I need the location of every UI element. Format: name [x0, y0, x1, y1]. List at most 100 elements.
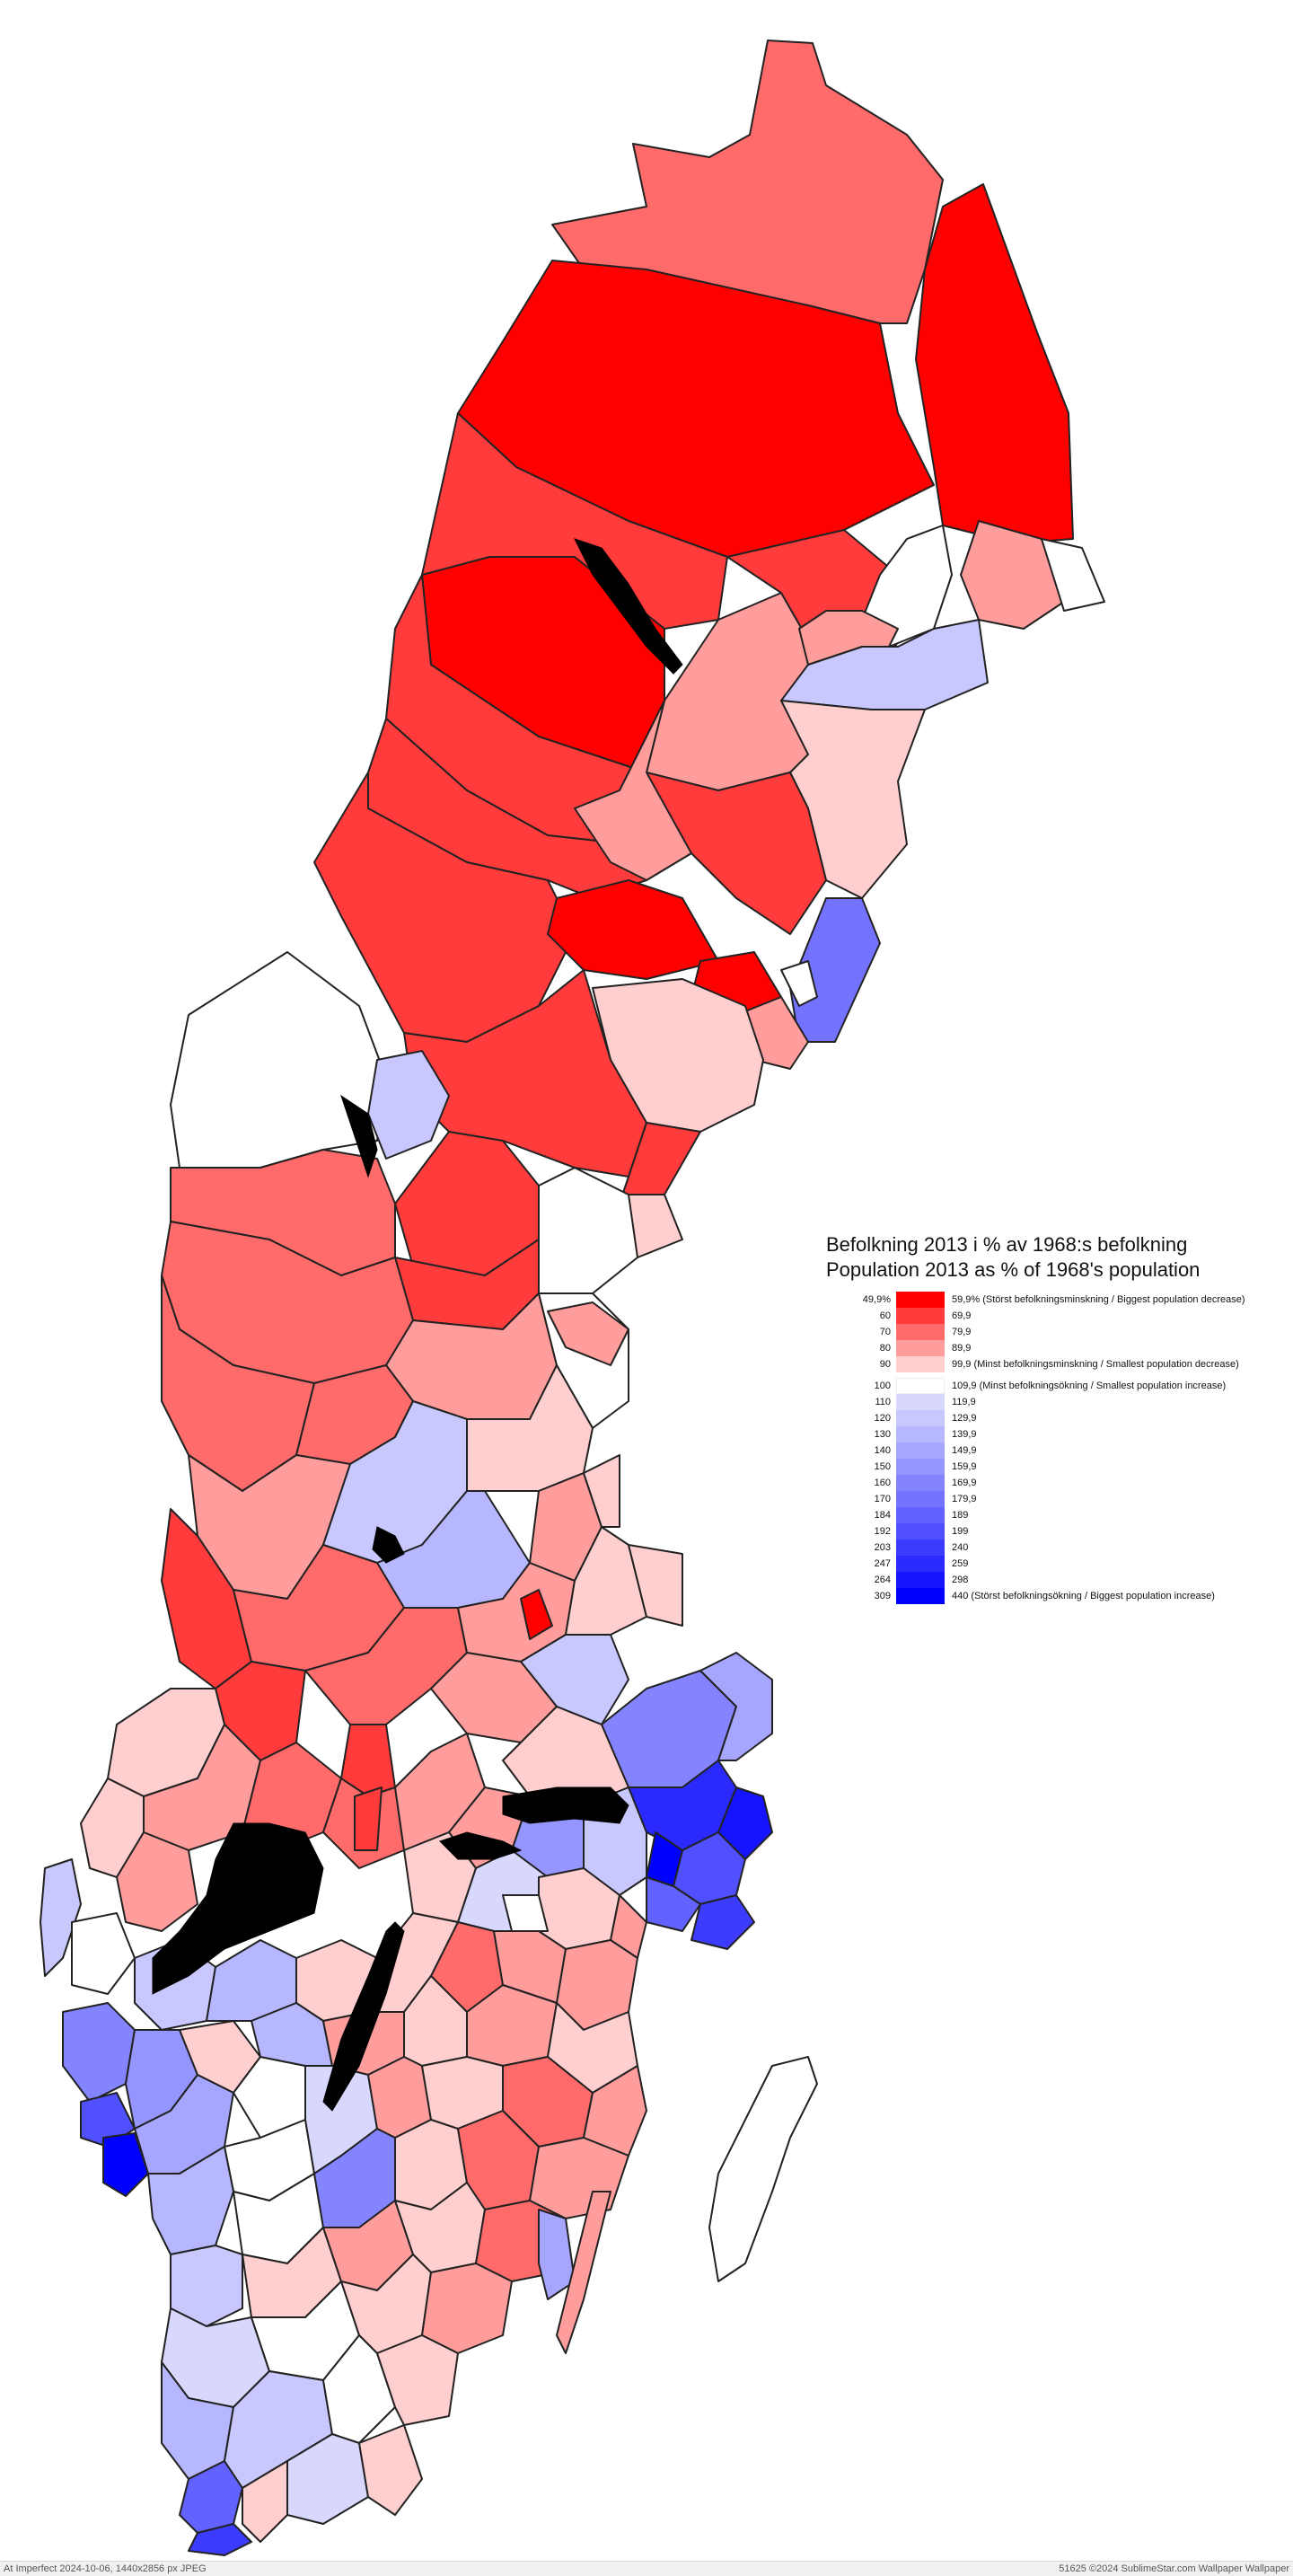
legend-row: 49,9% 59,9% (Störst befolkningsminskning … — [826, 1292, 1275, 1308]
legend-lower-bound: 120 — [874, 1413, 891, 1424]
legend-color-swatch — [896, 1292, 945, 1308]
legend-title-swedish: Befolkning 2013 i % av 1968:s befolkning — [826, 1233, 1188, 1256]
lake-vanern — [152, 1822, 324, 1995]
legend-upper-bound: 179,9 — [952, 1494, 977, 1504]
region-swe-6 — [583, 1454, 620, 1528]
region-mid-15 — [547, 1301, 629, 1366]
legend-upper-bound: 139,9 — [952, 1429, 977, 1440]
footer-bar: At Imperfect 2024-10-06, 1440x2856 px JP… — [0, 2561, 1293, 2576]
legend-color-swatch — [896, 1475, 945, 1491]
lake-torne-trask — [574, 538, 683, 675]
legend-lower-bound: 70 — [879, 1327, 891, 1337]
legend-upper-bound: 79,9 — [952, 1327, 972, 1337]
lake-vattern — [322, 1921, 405, 2112]
legend-upper-bound: 169,9 — [952, 1478, 977, 1488]
legend-lower-bound: 130 — [874, 1429, 891, 1440]
legend-color-swatch — [896, 1378, 945, 1394]
region-south-13 — [358, 2424, 423, 2516]
region-sv-8 — [502, 1894, 549, 1932]
region-got-19 — [538, 2209, 576, 2300]
region-west-11 — [102, 2132, 149, 2197]
legend-row: 264 298 — [826, 1572, 1275, 1588]
lake-malaren — [502, 1786, 629, 1824]
footer-left-text: At Imperfect 2024-10-06, 1440x2856 px JP… — [4, 2563, 207, 2574]
legend-row: 247 259 — [826, 1556, 1275, 1572]
region-west-9 — [62, 2002, 136, 2103]
legend-row: 70 79,9 — [826, 1324, 1275, 1340]
legend-row: 160 169,9 — [826, 1475, 1275, 1491]
region-swe-13 — [520, 1589, 553, 1640]
island-gotland — [708, 2056, 818, 2282]
legend-upper-bound: 69,9 — [952, 1310, 972, 1321]
legend-upper-bound: 109,9 (Minst befolkningsökning / Smalles… — [952, 1381, 1227, 1391]
legend-color-swatch — [896, 1324, 945, 1340]
region-got-7 — [583, 2065, 647, 2157]
region-mid-5 — [170, 951, 387, 1169]
legend-color-swatch — [896, 1556, 945, 1572]
region-mid-10 — [538, 1167, 638, 1294]
legend-upper-bound: 159,9 — [952, 1461, 977, 1472]
legend-upper-bound: 189 — [952, 1510, 969, 1521]
region-sthlm-2 — [699, 1652, 773, 1761]
region-west-3 — [116, 1831, 198, 1932]
legend-lower-bound: 80 — [879, 1343, 891, 1354]
legend-color-swatch — [896, 1588, 945, 1604]
legend-color-swatch — [896, 1356, 945, 1372]
legend-lower-bound: 160 — [874, 1478, 891, 1488]
legend-lower-bound: 90 — [879, 1359, 891, 1370]
legend-lower-bound: 192 — [874, 1526, 891, 1537]
legend-upper-bound: 440 (Störst befolkningsökning / Biggest … — [952, 1591, 1215, 1601]
region-got-13 — [529, 2137, 629, 2219]
region-east-8 — [574, 700, 692, 881]
legend-lower-bound: 60 — [879, 1310, 891, 1321]
legend-row: 150 159,9 — [826, 1459, 1275, 1475]
legend-lower-bound: 49,9% — [862, 1294, 891, 1305]
legend-upper-bound: 99,9 (Minst befolkningsminskning / Small… — [952, 1359, 1239, 1370]
region-north-2 — [915, 183, 1074, 544]
legend-lower-bound: 247 — [874, 1558, 891, 1569]
region-east-5 — [798, 610, 899, 666]
legend-lower-bound: 184 — [874, 1510, 891, 1521]
legend-upper-bound: 119,9 — [952, 1397, 976, 1407]
legend-upper-bound: 259 — [952, 1558, 969, 1569]
region-east-1 — [861, 525, 953, 648]
legend-row: 192 199 — [826, 1523, 1275, 1539]
legend-row: 203 240 — [826, 1539, 1275, 1556]
region-north-5 — [421, 412, 728, 630]
legend-row: 110 119,9 — [826, 1394, 1275, 1410]
legend-lower-bound: 203 — [874, 1542, 891, 1553]
legend-color-swatch — [896, 1426, 945, 1442]
legend-upper-bound: 89,9 — [952, 1343, 972, 1354]
region-south-12 — [242, 2460, 288, 2543]
legend-lower-bound: 140 — [874, 1445, 891, 1456]
map-legend: Befolkning 2013 i % av 1968:s befolkning… — [826, 1232, 1275, 1604]
legend-upper-bound: 298 — [952, 1575, 969, 1585]
island-oland — [556, 2191, 611, 2354]
region-east-3 — [1041, 538, 1105, 612]
legend-row: 309 440 (Störst befolkningsökning / Bigge… — [826, 1588, 1275, 1604]
legend-lower-bound: 100 — [874, 1381, 891, 1391]
legend-color-swatch — [896, 1308, 945, 1324]
legend-rows: 49,9% 59,9% (Störst befolkningsminskning … — [826, 1292, 1275, 1604]
footer-right-text: 51625 ©2024 SublimeStar.com Wallpaper Wa… — [1059, 2563, 1289, 2574]
legend-row: 100 109,9 (Minst befolkningsökning / Smal… — [826, 1378, 1275, 1394]
legend-color-swatch — [896, 1459, 945, 1475]
legend-lower-bound: 170 — [874, 1494, 891, 1504]
legend-row: 80 89,9 — [826, 1340, 1275, 1356]
legend-color-swatch — [896, 1442, 945, 1459]
legend-color-swatch — [896, 1491, 945, 1507]
region-got-8 — [147, 2146, 234, 2255]
legend-row: 170 179,9 — [826, 1491, 1275, 1507]
legend-lower-bound: 110 — [875, 1397, 891, 1407]
legend-upper-bound: 129,9 — [952, 1413, 977, 1424]
legend-color-swatch — [896, 1410, 945, 1426]
region-east-13 — [780, 960, 818, 1007]
legend-color-swatch — [896, 1523, 945, 1539]
legend-row: 60 69,9 — [826, 1308, 1275, 1324]
legend-color-swatch — [896, 1507, 945, 1523]
region-west-1 — [40, 1858, 82, 1977]
legend-row: 120 129,9 — [826, 1410, 1275, 1426]
region-east-9 — [547, 879, 719, 980]
lake-siljan — [372, 1526, 405, 1564]
legend-color-swatch — [896, 1394, 945, 1410]
